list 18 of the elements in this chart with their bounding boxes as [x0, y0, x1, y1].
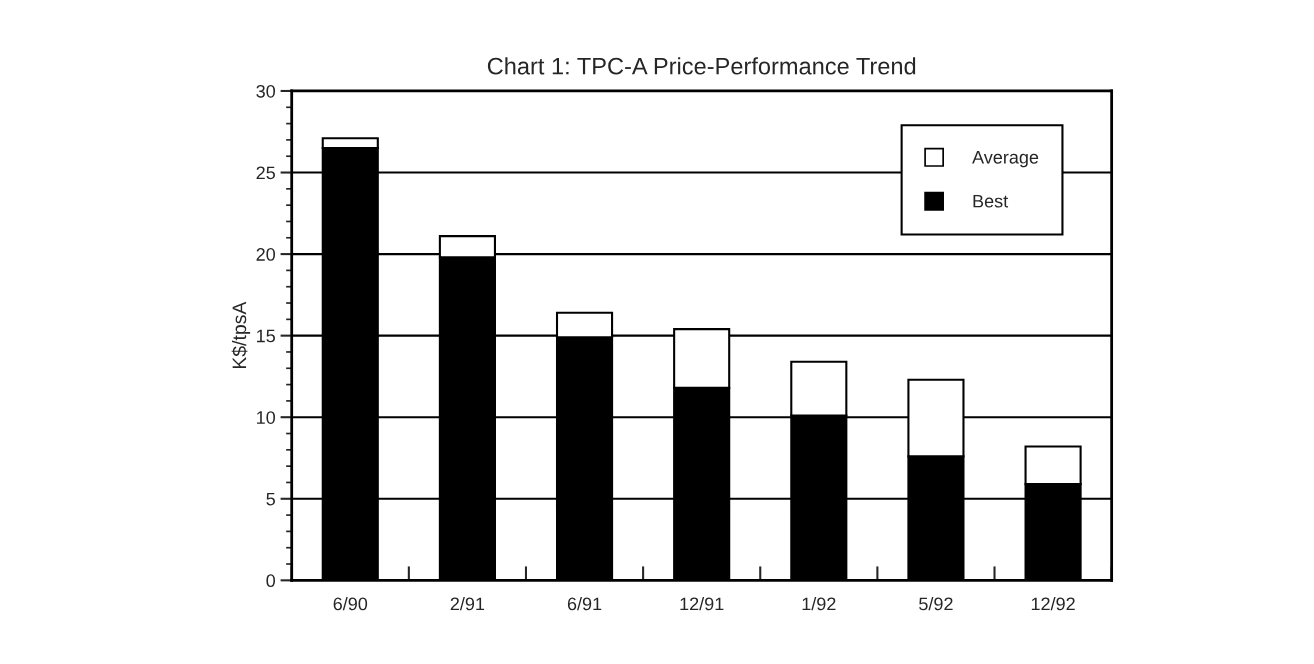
- x-tick-label: 6/91: [567, 597, 602, 611]
- y-tick-label: 20: [256, 248, 276, 261]
- y-tick-label: 5: [266, 492, 275, 506]
- y-tick-label: 30: [256, 84, 276, 98]
- y-tick-label: 25: [256, 166, 275, 180]
- y-tick-label: 10: [257, 411, 276, 424]
- x-tick-label: 12/91: [680, 597, 724, 611]
- x-tick-label: 6/90: [333, 597, 368, 611]
- legend-label: Best: [973, 194, 1009, 208]
- x-tick-label: 1/92: [802, 597, 836, 611]
- chart-title: Chart 1: TPC-A Price-Performance Trend: [487, 57, 916, 75]
- x-tick-label: 2/91: [450, 597, 485, 611]
- legend-label: Average: [972, 151, 1039, 168]
- y-axis-title: K$/tpsA: [231, 301, 251, 369]
- x-tick-label: 12/92: [1031, 597, 1075, 611]
- y-tick-label: 0: [266, 574, 276, 588]
- y-tick-label: 15: [257, 329, 275, 343]
- x-tick-label: 5/92: [919, 597, 953, 611]
